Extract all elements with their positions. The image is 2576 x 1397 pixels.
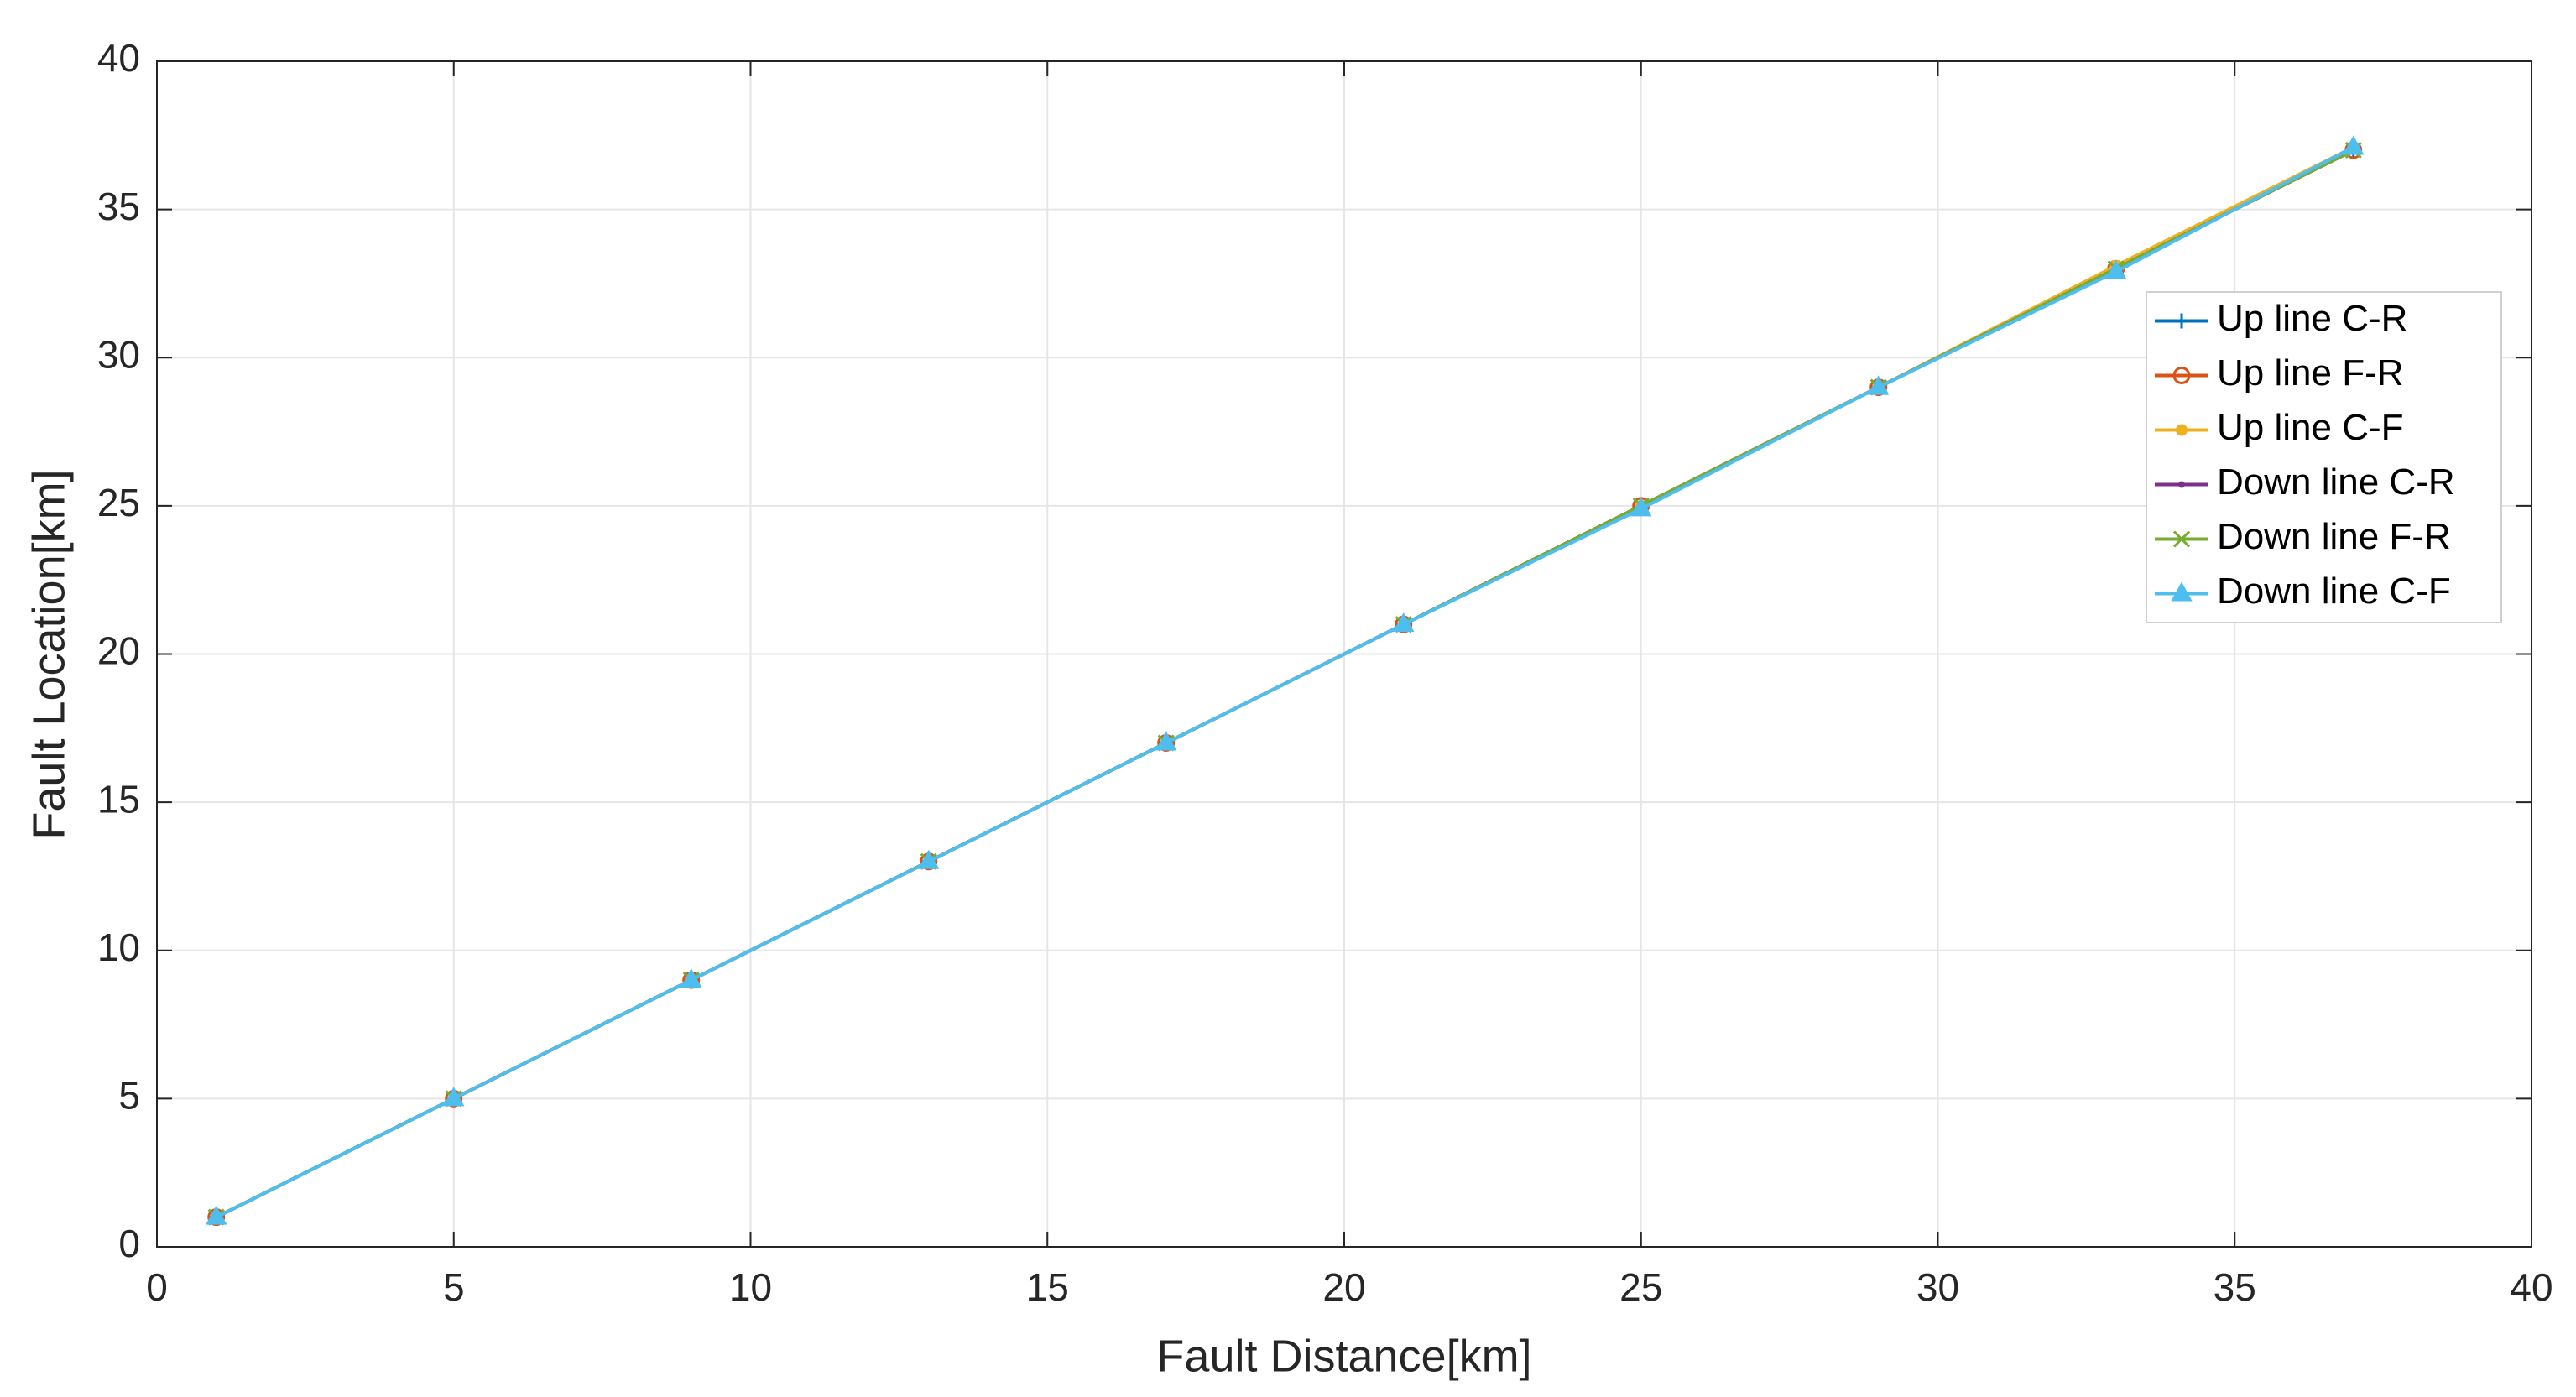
marker-shape	[2172, 367, 2191, 384]
marker	[2105, 259, 2127, 279]
marker	[2178, 481, 2185, 488]
x-tick-label: 40	[2510, 1265, 2553, 1309]
x-tick-label: 10	[729, 1265, 772, 1309]
y-tick-label: 25	[97, 481, 140, 524]
marker-shape	[1868, 375, 1890, 395]
marker-shape	[2178, 481, 2185, 488]
x-tick-label: 15	[1026, 1265, 1069, 1309]
marker-shape	[2171, 581, 2193, 602]
marker	[2172, 530, 2191, 548]
marker-shape	[2176, 424, 2188, 436]
legend-label: Down line C-F	[2217, 571, 2451, 612]
y-tick-label: 15	[97, 777, 140, 821]
marker-shape	[1393, 612, 1415, 633]
legend-label: Up line C-F	[2217, 407, 2404, 448]
axes-box	[156, 60, 2532, 1248]
marker	[443, 1087, 465, 1107]
y-tick-label: 20	[97, 629, 140, 673]
x-tick-label: 25	[1619, 1265, 1662, 1309]
y-tick-label: 0	[118, 1222, 140, 1265]
marker-shape	[2343, 135, 2365, 155]
marker	[2174, 313, 2189, 329]
x-tick-label: 0	[146, 1265, 168, 1309]
marker	[1393, 612, 1415, 633]
y-tick-label: 35	[97, 185, 140, 228]
marker-shape	[2105, 259, 2127, 279]
x-tick-label: 20	[1322, 1265, 1365, 1309]
marker-shape	[2174, 313, 2189, 329]
marker-shape	[1630, 497, 1652, 517]
legend-box	[2146, 291, 2502, 623]
marker-shape	[443, 1087, 465, 1107]
y-axis-label: Fault Location[km]	[23, 469, 74, 839]
marker	[206, 1205, 227, 1225]
marker	[2176, 424, 2188, 436]
x-axis-label: Fault Distance[km]	[1156, 1331, 1531, 1381]
marker	[2171, 581, 2193, 602]
marker	[1155, 731, 1177, 751]
marker	[2343, 135, 2365, 155]
y-tick-label: 40	[97, 36, 140, 80]
series-line	[215, 145, 2354, 1219]
x-tick-label: 30	[1916, 1265, 1959, 1309]
marker-shape	[918, 849, 940, 869]
x-tick-label: 5	[443, 1265, 465, 1309]
legend-label: Up line C-R	[2217, 298, 2407, 339]
marker	[1630, 497, 1652, 517]
y-tick-label: 30	[97, 332, 140, 376]
marker-shape	[2172, 530, 2191, 548]
legend-label: Down line C-R	[2217, 461, 2455, 503]
y-tick-label: 5	[118, 1074, 140, 1118]
x-tick-label: 35	[2214, 1265, 2256, 1309]
marker	[1868, 375, 1890, 395]
marker	[2172, 367, 2191, 384]
marker-shape	[1155, 731, 1177, 751]
marker-shape	[681, 967, 702, 988]
legend-label: Up line F-R	[2217, 352, 2404, 394]
marker-shape	[206, 1205, 227, 1225]
marker	[918, 849, 940, 869]
y-tick-label: 10	[97, 925, 140, 969]
legend-label: Down line F-R	[2217, 516, 2451, 557]
marker	[681, 967, 702, 988]
